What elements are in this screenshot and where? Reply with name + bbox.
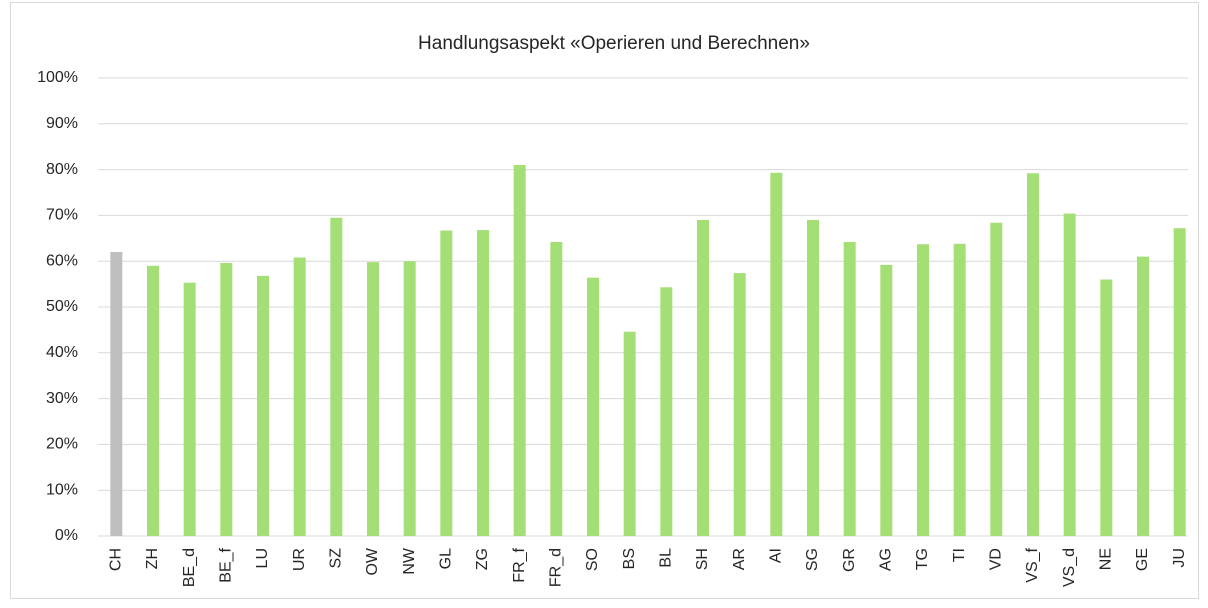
bar	[477, 230, 489, 536]
x-tick-label: VS_f	[1024, 547, 1041, 582]
x-tick-label: GE	[1134, 548, 1151, 571]
bar	[917, 244, 929, 536]
x-tick-label: VD	[988, 548, 1005, 570]
y-tick-label: 30%	[46, 390, 78, 407]
bar	[293, 257, 306, 536]
bar	[697, 219, 709, 537]
bar	[110, 252, 123, 537]
bar	[330, 217, 343, 536]
bar	[733, 273, 746, 536]
bar	[1173, 228, 1186, 536]
x-tick-label: TI	[951, 548, 968, 562]
x-tick-label: AG	[878, 548, 895, 571]
chart-title: Handlungsaspekt «Operieren und Berechnen…	[418, 33, 810, 54]
bar	[953, 243, 966, 536]
bar	[880, 264, 893, 536]
bar	[147, 265, 159, 536]
y-tick-label: 10%	[46, 481, 78, 498]
x-tick-label: SG	[804, 548, 821, 571]
bar	[660, 287, 673, 536]
y-tick-label: 90%	[46, 115, 78, 132]
x-tick-label: SZ	[328, 548, 345, 569]
x-tick-label: GR	[841, 548, 858, 572]
x-tick-label: NE	[1098, 548, 1115, 570]
bar	[587, 277, 599, 536]
x-tick-label: BS	[621, 548, 638, 569]
x-tick-label: NW	[401, 547, 418, 575]
x-tick-label: CH	[108, 548, 125, 571]
x-tick-label: JU	[1171, 548, 1188, 568]
bar	[1063, 213, 1076, 536]
bar	[257, 275, 269, 536]
bar	[550, 241, 563, 537]
x-tick-label: AI	[768, 548, 785, 563]
y-tick-label: 70%	[46, 207, 78, 224]
bar	[403, 261, 416, 536]
bar	[990, 222, 1003, 536]
bar	[367, 262, 379, 536]
bar	[807, 219, 819, 537]
x-tick-label: BE_d	[181, 548, 198, 587]
bar	[440, 230, 453, 536]
y-tick-label: 40%	[46, 344, 78, 361]
y-tick-label: 60%	[46, 252, 78, 269]
y-tick-label: 80%	[46, 161, 78, 178]
x-tick-label: OW	[364, 547, 381, 575]
bar	[183, 282, 196, 536]
x-tick-label: BL	[658, 548, 675, 568]
x-tick-label: ZH	[144, 548, 161, 569]
y-tick-label: 50%	[46, 298, 78, 315]
x-tick-label: UR	[291, 548, 308, 571]
x-tick-label: FR_f	[511, 547, 528, 582]
bar	[220, 263, 233, 536]
x-tick-label: SH	[694, 548, 711, 570]
bar	[623, 331, 636, 536]
y-tick-label: 0%	[55, 527, 78, 544]
y-tick-label: 20%	[46, 436, 78, 453]
x-tick-label: SO	[584, 548, 601, 571]
x-tick-label: AR	[731, 548, 748, 570]
x-tick-label: FR_d	[548, 548, 565, 587]
bar	[843, 241, 856, 537]
y-tick-label: 100%	[37, 69, 78, 86]
x-tick-label: LU	[254, 548, 271, 568]
bar	[1100, 279, 1113, 536]
x-tick-label: BE_f	[218, 547, 235, 582]
bar	[1027, 173, 1039, 536]
x-tick-label: TG	[914, 548, 931, 570]
bar	[770, 172, 783, 536]
x-tick-label: VS_d	[1061, 548, 1078, 587]
bar	[513, 165, 526, 536]
x-tick-label: ZG	[474, 548, 491, 570]
bar	[1137, 256, 1149, 536]
x-tick-label: GL	[438, 548, 455, 569]
